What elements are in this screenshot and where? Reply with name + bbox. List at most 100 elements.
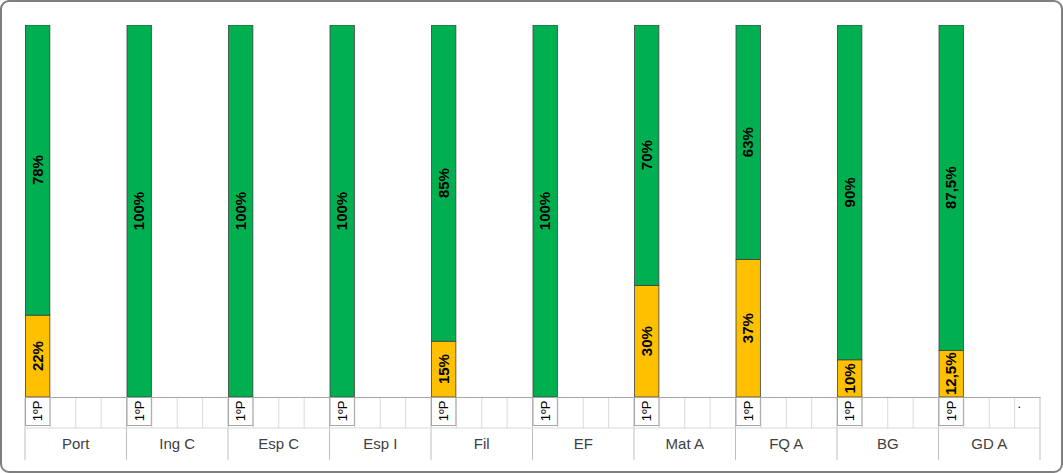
slot-divider bbox=[684, 397, 685, 428]
group-label: Port bbox=[62, 435, 90, 452]
data-label: 100% bbox=[536, 192, 553, 230]
data-label: 100% bbox=[130, 192, 147, 230]
group-label: Esp C bbox=[258, 435, 299, 452]
x-tick-label: 1ºP bbox=[30, 401, 45, 422]
x-tick-label: . bbox=[1018, 396, 1022, 411]
group-label: GD A bbox=[971, 435, 1007, 452]
data-label: 63% bbox=[739, 127, 756, 157]
data-label: 87,5% bbox=[942, 166, 959, 209]
slot-divider bbox=[507, 397, 508, 428]
group-label: Fil bbox=[474, 435, 490, 452]
x-tick-label: 1ºP bbox=[436, 401, 451, 422]
x-tick: 1ºP bbox=[233, 397, 248, 421]
x-tick: 1ºP bbox=[132, 397, 147, 421]
group-label: Mat A bbox=[666, 435, 704, 452]
data-label: 90% bbox=[841, 177, 858, 207]
bar-segment bbox=[939, 25, 963, 351]
group-label: Ing C bbox=[159, 435, 195, 452]
slot-divider bbox=[989, 397, 990, 428]
category-box bbox=[432, 398, 456, 426]
bar-segment bbox=[432, 25, 456, 341]
x-tick: . bbox=[1018, 396, 1028, 411]
slot-divider bbox=[710, 397, 711, 428]
x-tick: 1ºP bbox=[436, 397, 451, 421]
bar-segment bbox=[635, 25, 659, 285]
category-box bbox=[533, 398, 557, 426]
chart: 22% 15% 30% 37% 10% 12,5% 78% 100% 100% 100% 85% 10… bbox=[0, 0, 1063, 473]
slot-divider bbox=[608, 397, 609, 428]
slot-divider bbox=[583, 397, 584, 428]
bar-segment bbox=[26, 25, 50, 315]
slot-divider bbox=[481, 397, 482, 428]
x-tick: 1ºP bbox=[842, 397, 857, 421]
x-tick-label: 1ºP bbox=[944, 401, 959, 422]
slot-divider bbox=[75, 397, 76, 428]
category-box bbox=[229, 398, 253, 426]
bar-segment bbox=[838, 25, 862, 360]
data-label: 85% bbox=[435, 168, 452, 198]
category-box bbox=[838, 398, 862, 426]
slot-divider bbox=[913, 397, 914, 428]
group-label: FQ A bbox=[769, 435, 803, 452]
slot-divider bbox=[380, 397, 381, 428]
x-axis: 1ºP 1ºP 1ºP 1ºP 1ºP 1ºP 1ºP 1ºP 1ºP 1ºP. bbox=[26, 396, 1041, 422]
data-label: 10% bbox=[841, 363, 858, 393]
bar-segment bbox=[635, 285, 659, 397]
x-axis-line bbox=[26, 397, 1041, 398]
x-tick-label: 1ºP bbox=[741, 401, 756, 422]
x-tick-label: 1ºP bbox=[842, 401, 857, 422]
group-label: EF bbox=[574, 435, 593, 452]
data-label: 37% bbox=[739, 313, 756, 343]
chart-frame bbox=[1, 1, 1062, 472]
x-tick-label: 1ºP bbox=[335, 401, 350, 422]
axis-frame bbox=[25, 397, 1040, 460]
data-labels: 22% 15% 30% 37% 10% 12,5% 78% 100% 100% 100% 85% 10… bbox=[29, 127, 960, 395]
category-box bbox=[736, 398, 760, 426]
bar-segment bbox=[26, 315, 50, 397]
data-label: 100% bbox=[333, 192, 350, 230]
data-label: 12,5% bbox=[942, 352, 959, 395]
bar-segment bbox=[838, 360, 862, 397]
group-label: Esp I bbox=[363, 435, 397, 452]
bar-segment bbox=[736, 259, 760, 397]
data-label: 30% bbox=[638, 326, 655, 356]
category-box bbox=[939, 398, 963, 426]
group-labels: Port Ing C Esp C Esp I Fil EF Mat A FQ A BG GD A bbox=[62, 435, 1007, 452]
x-tick-label: 1ºP bbox=[538, 401, 553, 422]
category-box bbox=[127, 398, 151, 426]
bar-segment bbox=[229, 25, 253, 397]
slot-divider bbox=[278, 397, 279, 428]
category-box bbox=[330, 398, 354, 426]
x-tick: 1ºP bbox=[741, 397, 756, 421]
slot-divider bbox=[304, 397, 305, 428]
x-tick: 1ºP bbox=[335, 397, 350, 421]
category-box bbox=[26, 398, 50, 426]
data-label: 78% bbox=[29, 155, 46, 185]
bar-segment bbox=[533, 25, 557, 397]
slot-divider bbox=[405, 397, 406, 428]
x-tick-label: 1ºP bbox=[132, 401, 147, 422]
slot-divider bbox=[1014, 397, 1015, 428]
slot-divider bbox=[811, 397, 812, 428]
x-tick: 1ºP bbox=[538, 397, 553, 421]
bars bbox=[26, 25, 964, 397]
group-label: BG bbox=[877, 435, 899, 452]
data-label: 22% bbox=[29, 341, 46, 371]
bar-segment bbox=[127, 25, 151, 397]
data-label: 15% bbox=[435, 354, 452, 384]
category-box bbox=[635, 398, 659, 426]
x-tick: 1ºP bbox=[639, 397, 654, 421]
x-tick-label: 1ºP bbox=[233, 401, 248, 422]
slot-divider bbox=[202, 397, 203, 428]
slot-divider bbox=[177, 397, 178, 428]
data-label: 70% bbox=[638, 140, 655, 170]
x-tick: 1ºP bbox=[30, 397, 45, 421]
slot-divider bbox=[887, 397, 888, 428]
row-divider bbox=[25, 428, 1040, 429]
slot-divider bbox=[101, 397, 102, 428]
data-label: 100% bbox=[232, 192, 249, 230]
bar-segment bbox=[330, 25, 354, 397]
bar-segment bbox=[736, 25, 760, 259]
x-tick-label: 1ºP bbox=[639, 401, 654, 422]
x-tick: 1ºP bbox=[944, 397, 959, 421]
